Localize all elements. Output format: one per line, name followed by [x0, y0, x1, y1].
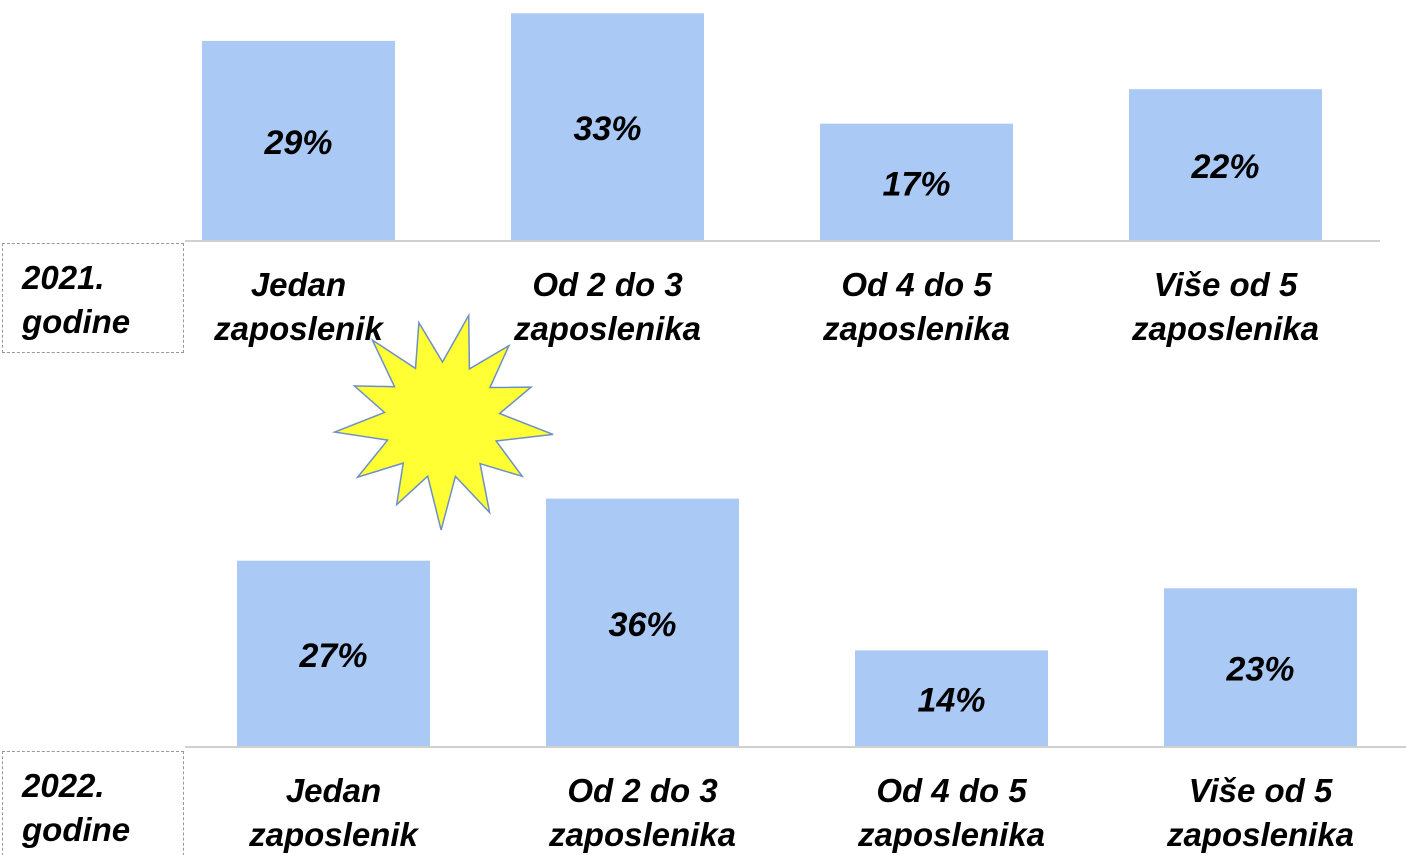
- value-label: 27%: [298, 637, 367, 675]
- bar: [546, 498, 739, 747]
- bar: [202, 40, 395, 242]
- category-label: Od 4 do 5 zaposlenika: [857, 772, 1046, 853]
- year-label: 2021. godine: [22, 259, 131, 340]
- bar: [1129, 89, 1322, 241]
- value-label: 36%: [608, 606, 676, 644]
- bar: [1164, 588, 1357, 747]
- year-label: 2022. godine: [22, 767, 131, 848]
- category-label: Od 2 do 3 zaposlenika: [513, 266, 702, 347]
- value-label: 22%: [1190, 148, 1259, 186]
- value-label: 14%: [917, 682, 985, 720]
- year-box: [2, 243, 184, 353]
- category-label: Više od 5 zaposlenika: [1166, 772, 1355, 853]
- category-label: Od 2 do 3 zaposlenika: [548, 772, 737, 853]
- value-label: 29%: [263, 124, 332, 162]
- category-label: Jedan zaposlenik: [249, 772, 418, 853]
- bar: [855, 650, 1048, 747]
- category-label: Jedan zaposlenik: [214, 266, 383, 347]
- value-label: 17%: [882, 165, 950, 203]
- category-label: Od 4 do 5 zaposlenika: [822, 266, 1011, 347]
- category-label: Više od 5 zaposlenika: [1131, 266, 1320, 347]
- bar: [237, 560, 430, 747]
- bar: [820, 123, 1013, 241]
- value-label: 33%: [573, 110, 641, 148]
- value-label: 23%: [1225, 651, 1294, 689]
- bar: [511, 13, 704, 241]
- starburst: [331, 312, 554, 531]
- year-box: [2, 751, 184, 855]
